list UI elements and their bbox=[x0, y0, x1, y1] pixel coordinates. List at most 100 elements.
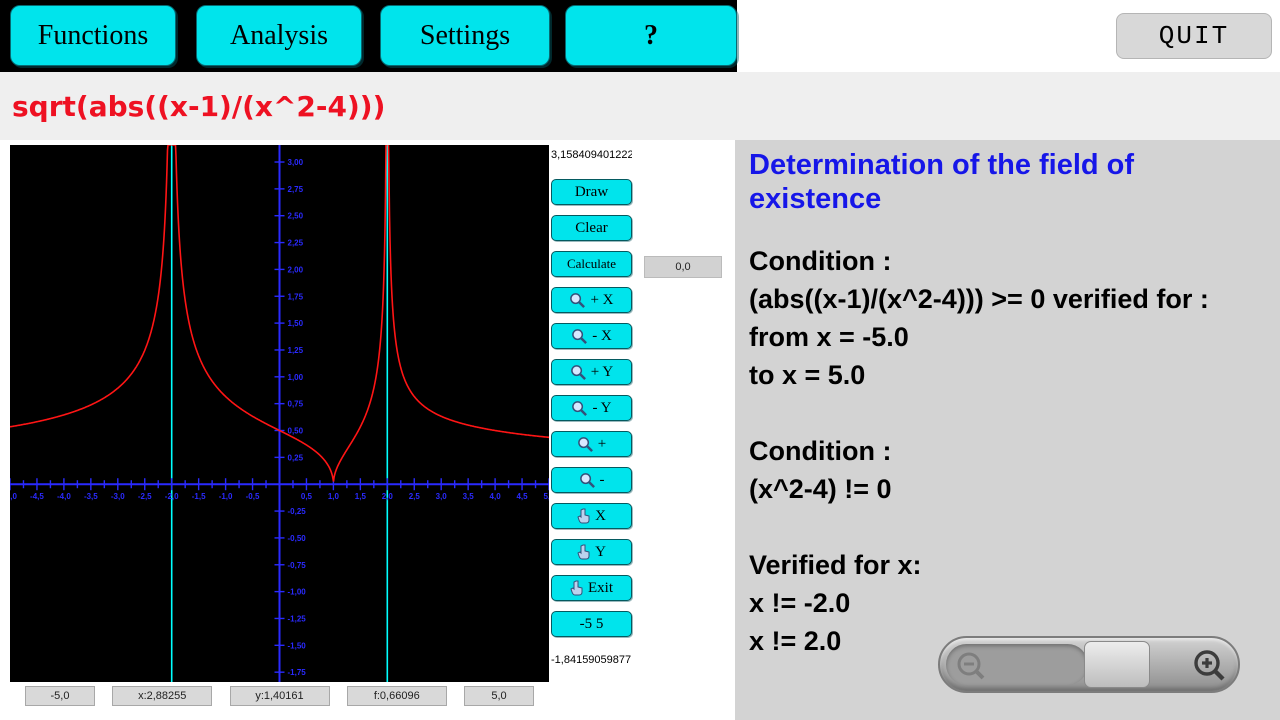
condition-label: Condition : bbox=[749, 246, 892, 277]
calculate-button[interactable]: Calculate bbox=[551, 251, 632, 277]
pan-y-button[interactable]: Y bbox=[551, 539, 632, 565]
pan-x-button[interactable]: X bbox=[551, 503, 632, 529]
svg-text:1,5: 1,5 bbox=[355, 492, 367, 501]
svg-text:-4,0: -4,0 bbox=[57, 492, 71, 501]
svg-text:4,0: 4,0 bbox=[490, 492, 502, 501]
svg-text:2,00: 2,00 bbox=[288, 265, 304, 274]
zoom-slider-handle[interactable] bbox=[1084, 641, 1150, 688]
spacer bbox=[749, 508, 1266, 546]
magnifier-icon bbox=[570, 364, 587, 381]
zoom-out-label: - bbox=[599, 471, 605, 488]
svg-text:3,0: 3,0 bbox=[436, 492, 448, 501]
svg-text:2,0: 2,0 bbox=[382, 492, 394, 501]
svg-text:0,25: 0,25 bbox=[288, 453, 304, 462]
svg-text:-0,5: -0,5 bbox=[246, 492, 260, 501]
svg-text:-0,25: -0,25 bbox=[288, 507, 307, 516]
draw-button[interactable]: Draw bbox=[551, 179, 632, 205]
condition-label: Condition : bbox=[749, 436, 892, 467]
zoom-x-out-label: - X bbox=[592, 327, 612, 344]
xmax-readout: 5,0 bbox=[464, 686, 534, 706]
svg-text:-1,25: -1,25 bbox=[288, 614, 307, 623]
magnifier-icon bbox=[577, 436, 594, 453]
svg-text:1,75: 1,75 bbox=[288, 292, 304, 301]
zoom-y-out-label: - Y bbox=[592, 399, 612, 416]
svg-text:-5,0: -5,0 bbox=[10, 492, 17, 501]
condition-1-to: to x = 5.0 bbox=[749, 360, 866, 391]
condition-1-from: from x = -5.0 bbox=[749, 322, 909, 353]
zoom-out-magnifier-icon[interactable] bbox=[956, 651, 986, 686]
zoom-out-button[interactable]: - bbox=[551, 467, 632, 493]
pan-exit-button[interactable]: Exit bbox=[551, 575, 632, 601]
svg-text:2,75: 2,75 bbox=[288, 185, 304, 194]
zoom-x-in-label: + X bbox=[590, 291, 614, 308]
svg-text:5,0: 5,0 bbox=[543, 492, 549, 501]
svg-text:1,25: 1,25 bbox=[288, 346, 304, 355]
svg-text:0,75: 0,75 bbox=[288, 400, 304, 409]
range-button[interactable]: -5 5 bbox=[551, 611, 632, 637]
help-button[interactable]: ? bbox=[565, 5, 737, 66]
cursor-f-readout: f:0,66096 bbox=[346, 686, 447, 706]
excluded-x-1: x != -2.0 bbox=[749, 588, 851, 619]
ymin-readout: -1,84159059877 bbox=[551, 650, 632, 670]
hand-icon bbox=[570, 580, 584, 596]
quit-button[interactable]: QUIT bbox=[1116, 13, 1272, 59]
svg-text:2,5: 2,5 bbox=[409, 492, 421, 501]
zoom-x-in-button[interactable]: + X bbox=[551, 287, 632, 313]
svg-text:0,50: 0,50 bbox=[288, 427, 304, 436]
svg-text:-0,75: -0,75 bbox=[288, 561, 307, 570]
zoom-y-in-button[interactable]: + Y bbox=[551, 359, 632, 385]
origin-readout: 0,0 bbox=[644, 256, 722, 278]
zoom-y-in-label: + Y bbox=[590, 363, 614, 380]
svg-text:-1,50: -1,50 bbox=[288, 641, 307, 650]
svg-text:-1,5: -1,5 bbox=[192, 492, 206, 501]
pan-exit-label: Exit bbox=[588, 579, 613, 596]
xmin-readout: -5,0 bbox=[25, 686, 95, 706]
svg-text:-0,50: -0,50 bbox=[288, 534, 307, 543]
zoom-in-button[interactable]: + bbox=[551, 431, 632, 457]
panel-title: Determination of the field of existence bbox=[749, 149, 1135, 216]
cursor-y-readout: y:1,40161 bbox=[229, 686, 330, 706]
hand-icon bbox=[577, 544, 591, 560]
magnifier-icon bbox=[569, 292, 586, 309]
hand-icon bbox=[577, 508, 591, 524]
svg-text:3,00: 3,00 bbox=[288, 158, 304, 167]
zoom-x-out-button[interactable]: - X bbox=[551, 323, 632, 349]
zoom-in-label: + bbox=[597, 435, 607, 452]
top-bar: Functions Analysis Settings ? QUIT bbox=[0, 0, 1280, 72]
condition-2-text: (x^2-4) != 0 bbox=[749, 474, 892, 505]
zoom-in-magnifier-icon[interactable] bbox=[1192, 648, 1226, 687]
analysis-panel: Determination of the field of existence … bbox=[735, 140, 1280, 720]
svg-text:1,00: 1,00 bbox=[288, 373, 304, 382]
ymax-readout: 3,158409401222 bbox=[551, 145, 632, 165]
clear-button[interactable]: Clear bbox=[551, 215, 632, 241]
condition-1-text: (abs((x-1)/(x^2-4))) >= 0 verified for : bbox=[749, 284, 1209, 315]
svg-text:0,5: 0,5 bbox=[301, 492, 313, 501]
zoom-slider[interactable] bbox=[938, 636, 1240, 693]
svg-text:2,50: 2,50 bbox=[288, 212, 304, 221]
pan-y-label: Y bbox=[595, 543, 606, 560]
spacer bbox=[749, 394, 1266, 432]
graph-area[interactable]: -5,0 -4,5 -4,0 -3,5 -3,0 -2,5 -2,0 -1,5 -1,0 -0,5… bbox=[3, 144, 555, 682]
cursor-x-readout: x:2,88255 bbox=[112, 686, 213, 706]
svg-text:-1,75: -1,75 bbox=[288, 668, 307, 677]
formula-bar[interactable]: sqrt(abs((x-1)/(x^2-4))) bbox=[0, 72, 1280, 140]
functions-menu-button[interactable]: Functions bbox=[10, 5, 176, 66]
magnifier-icon bbox=[571, 400, 588, 417]
svg-text:-1,0: -1,0 bbox=[219, 492, 233, 501]
svg-text:-3,5: -3,5 bbox=[84, 492, 98, 501]
magnifier-icon bbox=[571, 328, 588, 345]
pan-x-label: X bbox=[595, 507, 606, 524]
zoom-y-out-button[interactable]: - Y bbox=[551, 395, 632, 421]
analysis-menu-button[interactable]: Analysis bbox=[196, 5, 362, 66]
function-expression: sqrt(abs((x-1)/(x^2-4))) bbox=[12, 89, 386, 123]
svg-text:3,5: 3,5 bbox=[463, 492, 475, 501]
controls-column: 3,158409401222 Draw Clear Calculate + X … bbox=[551, 145, 632, 685]
function-plot[interactable]: -5,0 -4,5 -4,0 -3,5 -3,0 -2,5 -2,0 -1,5 -1,0 -0,5… bbox=[3, 144, 555, 682]
svg-text:2,25: 2,25 bbox=[288, 239, 304, 248]
excluded-x-2: x != 2.0 bbox=[749, 626, 842, 657]
svg-text:-2,5: -2,5 bbox=[138, 492, 152, 501]
svg-text:1,50: 1,50 bbox=[288, 319, 304, 328]
magnifier-icon bbox=[579, 472, 596, 489]
settings-menu-button[interactable]: Settings bbox=[380, 5, 550, 66]
svg-text:1,0: 1,0 bbox=[328, 492, 340, 501]
